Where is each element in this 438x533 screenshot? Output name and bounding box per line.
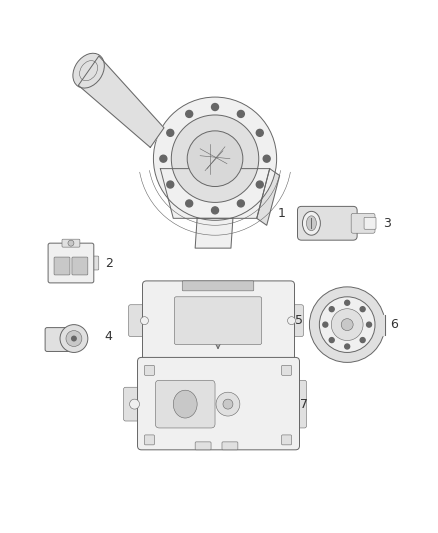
Circle shape [171, 115, 259, 203]
Circle shape [130, 399, 140, 409]
Ellipse shape [303, 212, 320, 235]
FancyBboxPatch shape [145, 365, 155, 375]
FancyBboxPatch shape [222, 442, 238, 450]
FancyBboxPatch shape [364, 217, 376, 229]
Circle shape [212, 207, 219, 214]
Text: 5: 5 [296, 314, 304, 327]
Circle shape [288, 317, 296, 325]
FancyBboxPatch shape [351, 213, 375, 233]
Circle shape [263, 155, 270, 162]
FancyBboxPatch shape [282, 365, 292, 375]
Circle shape [60, 325, 88, 352]
Circle shape [323, 322, 328, 327]
FancyBboxPatch shape [48, 243, 94, 283]
FancyBboxPatch shape [62, 239, 80, 247]
Circle shape [360, 337, 365, 343]
Circle shape [329, 337, 334, 343]
FancyBboxPatch shape [145, 435, 155, 445]
Circle shape [237, 200, 244, 207]
FancyBboxPatch shape [54, 257, 70, 275]
FancyBboxPatch shape [195, 442, 211, 450]
Circle shape [237, 110, 244, 117]
Circle shape [223, 399, 233, 409]
FancyBboxPatch shape [282, 435, 292, 445]
Ellipse shape [173, 390, 197, 418]
Polygon shape [160, 168, 270, 219]
Polygon shape [373, 314, 385, 335]
Circle shape [66, 330, 82, 346]
FancyBboxPatch shape [49, 256, 59, 270]
Circle shape [153, 97, 277, 220]
Polygon shape [195, 219, 233, 248]
FancyBboxPatch shape [129, 305, 146, 336]
Ellipse shape [73, 53, 104, 88]
Circle shape [341, 319, 353, 330]
Circle shape [345, 344, 350, 349]
FancyBboxPatch shape [144, 336, 155, 353]
FancyBboxPatch shape [182, 281, 254, 291]
Circle shape [309, 287, 385, 362]
Text: 2: 2 [105, 256, 113, 270]
FancyBboxPatch shape [45, 328, 71, 351]
Polygon shape [257, 168, 279, 225]
FancyBboxPatch shape [124, 387, 145, 421]
Circle shape [187, 131, 243, 187]
Circle shape [256, 130, 263, 136]
Circle shape [329, 306, 334, 312]
Circle shape [141, 317, 148, 325]
FancyBboxPatch shape [138, 358, 300, 450]
FancyBboxPatch shape [155, 380, 215, 428]
Circle shape [212, 103, 219, 110]
Circle shape [160, 155, 167, 162]
Circle shape [331, 309, 363, 341]
FancyBboxPatch shape [174, 297, 262, 344]
Circle shape [319, 297, 375, 352]
Circle shape [167, 181, 174, 188]
Text: 7: 7 [300, 398, 308, 410]
Circle shape [68, 240, 74, 246]
Circle shape [167, 130, 174, 136]
FancyBboxPatch shape [142, 281, 294, 360]
Text: 6: 6 [390, 318, 398, 331]
Circle shape [367, 322, 371, 327]
FancyBboxPatch shape [89, 256, 99, 270]
FancyBboxPatch shape [286, 305, 304, 336]
Polygon shape [78, 56, 164, 148]
FancyBboxPatch shape [286, 380, 307, 428]
Circle shape [186, 200, 193, 207]
Circle shape [216, 392, 240, 416]
Circle shape [71, 336, 77, 342]
Text: 3: 3 [383, 217, 391, 230]
FancyBboxPatch shape [297, 206, 357, 240]
Text: 4: 4 [105, 330, 113, 343]
Circle shape [345, 300, 350, 305]
Ellipse shape [307, 216, 316, 231]
FancyBboxPatch shape [72, 257, 88, 275]
Circle shape [256, 181, 263, 188]
Circle shape [186, 110, 193, 117]
Circle shape [360, 306, 365, 312]
Text: 1: 1 [278, 207, 286, 220]
